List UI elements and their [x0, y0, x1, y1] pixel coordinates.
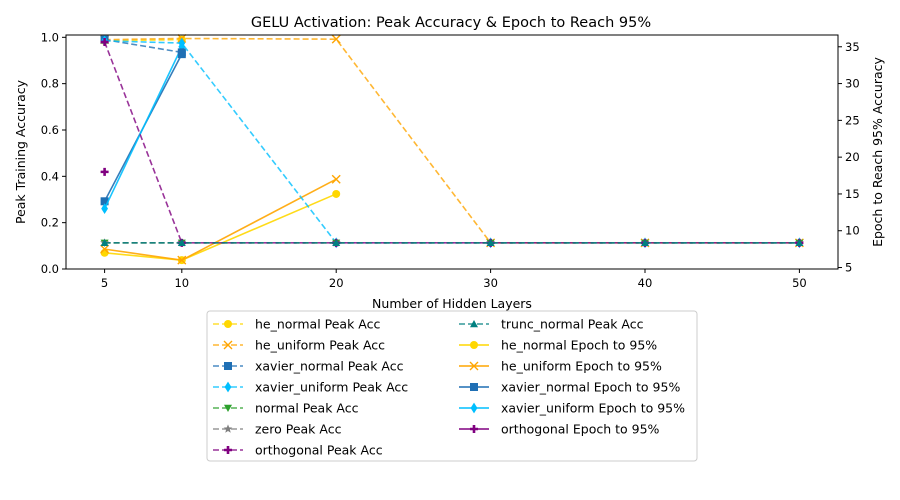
legend-item-xavier-uniform-peak-acc: xavier_uniform Peak Acc — [213, 380, 408, 395]
legend-marker — [224, 381, 232, 393]
legend-label: xavier_uniform Peak Acc — [255, 380, 408, 395]
legend-marker — [223, 340, 233, 350]
y-tick-label: 0.8 — [41, 77, 59, 91]
y-tick-label: 0.2 — [41, 216, 59, 230]
legend-item-he-uniform-peak-acc: he_uniform Peak Acc — [213, 338, 385, 353]
y-tick-label: 0.4 — [41, 169, 59, 183]
data-point — [177, 48, 186, 57]
data-point — [100, 37, 109, 46]
legend-item-he-uniform-epoch-to-95: he_uniform Epoch to 95% — [459, 359, 662, 374]
legend-label: he_normal Peak Acc — [255, 317, 380, 332]
legend-marker — [469, 361, 479, 371]
legend-item-normal-peak-acc: normal Peak Acc — [213, 401, 359, 416]
series-line — [104, 39, 800, 244]
y2-tick-label: 10 — [845, 224, 860, 238]
y-axis-label: Peak Training Accuracy — [13, 79, 28, 224]
y2-tick-label: 15 — [845, 187, 860, 201]
legend-label: xavier_normal Peak Acc — [255, 359, 404, 374]
legend-label: orthogonal Epoch to 95% — [501, 422, 660, 437]
series-line — [104, 37, 800, 244]
data-point — [177, 238, 186, 247]
legend-item-zero-peak-acc: zero Peak Acc — [213, 422, 342, 437]
legend-item-xavier-uniform-epoch-to-95: xavier_uniform Epoch to 95% — [459, 401, 685, 416]
series-orthogonal-epoch-to-95 — [100, 167, 109, 176]
y-tick-label: 0.6 — [41, 123, 59, 137]
legend-label: orthogonal Peak Acc — [255, 443, 383, 458]
data-point — [178, 37, 186, 49]
data-point — [486, 238, 495, 247]
data-point — [331, 34, 341, 44]
x-tick-label: 50 — [792, 276, 807, 290]
legend-marker — [470, 341, 478, 349]
y-tick-label: 1.0 — [41, 30, 59, 44]
legend-label: normal Peak Acc — [255, 401, 359, 416]
legend-label: xavier_uniform Epoch to 95% — [501, 401, 685, 416]
y2-tick-label: 25 — [845, 113, 860, 127]
legend-box — [206, 310, 698, 462]
data-point — [177, 255, 187, 265]
legend-item-xavier-normal-peak-acc: xavier_normal Peak Acc — [213, 359, 404, 374]
data-point — [641, 238, 649, 247]
y2-tick-label: 20 — [845, 150, 860, 164]
legend-item-he-normal-epoch-to-95: he_normal Epoch to 95% — [459, 338, 657, 353]
y-tick-label: 0.0 — [41, 262, 59, 276]
data-point — [331, 174, 341, 184]
series-xavier-uniform-peak-acc — [101, 35, 803, 249]
series-xavier-uniform-epoch-to-95 — [101, 41, 186, 215]
x-tick-label: 10 — [174, 276, 189, 290]
y2-tick-label: 35 — [845, 40, 860, 54]
plot-frame — [65, 34, 839, 270]
series-he-uniform-epoch-to-95 — [100, 174, 341, 265]
legend-item-xavier-normal-epoch-to-95: xavier_normal Epoch to 95% — [459, 380, 680, 395]
y2-axis-label: Epoch to Reach 95% Accuracy — [870, 56, 885, 246]
series-line — [104, 178, 337, 261]
data-point — [100, 197, 109, 206]
x-tick-label: 30 — [483, 276, 498, 290]
legend-marker — [470, 402, 478, 414]
legend-marker — [223, 424, 233, 433]
legend-marker — [470, 383, 478, 391]
data-point — [795, 238, 804, 247]
legend-label: zero Peak Acc — [255, 422, 342, 437]
axes: 5 10 20 30 40 50 0.0 0.2 0.4 0.6 0.8 1.0 5 10 15 20 25 30… — [41, 30, 860, 290]
legend-marker — [224, 362, 232, 370]
legend-marker — [224, 446, 232, 454]
series-line — [103, 46, 183, 210]
series-orthogonal-peak-acc — [100, 37, 804, 247]
series-line — [104, 193, 337, 261]
legend-label: trunc_normal Peak Acc — [501, 317, 644, 332]
data-point — [100, 238, 109, 247]
series-he-uniform-peak-acc — [100, 33, 804, 248]
y2-tick-label: 5 — [845, 261, 852, 275]
series-trunc-normal-peak-acc — [100, 238, 804, 247]
series-line — [103, 41, 800, 244]
legend-label: he_uniform Epoch to 95% — [501, 359, 662, 374]
legend-marker — [224, 320, 232, 328]
legend-item-orthogonal-peak-acc: orthogonal Peak Acc — [213, 443, 383, 458]
legend-item-trunc-normal-peak-acc: trunc_normal Peak Acc — [459, 317, 644, 332]
x-tick-label: 5 — [101, 276, 108, 290]
x-axis-label: Number of Hidden Layers — [372, 296, 532, 311]
x-tick-label: 40 — [638, 276, 653, 290]
x-tick-label: 20 — [329, 276, 344, 290]
legend-item-orthogonal-epoch-to-95: orthogonal Epoch to 95% — [459, 422, 660, 437]
legend-marker — [470, 425, 478, 433]
legend-label: he_normal Epoch to 95% — [501, 338, 657, 353]
y2-tick-label: 30 — [845, 77, 860, 91]
legend: he_normal Peak Acc he_uniform Peak Acc xav… — [206, 310, 698, 462]
chart-title: GELU Activation: Peak Accuracy & Epoch t… — [251, 15, 651, 31]
plot-area — [100, 33, 804, 265]
data-point — [101, 203, 108, 215]
legend-marker — [470, 320, 478, 328]
data-point — [100, 167, 109, 176]
data-point — [332, 238, 341, 247]
data-point — [332, 189, 341, 198]
legend-label: xavier_normal Epoch to 95% — [501, 380, 680, 395]
legend-marker — [224, 404, 232, 412]
legend-label: he_uniform Peak Acc — [255, 338, 385, 353]
legend-item-he-normal-peak-acc: he_normal Peak Acc — [213, 317, 380, 332]
